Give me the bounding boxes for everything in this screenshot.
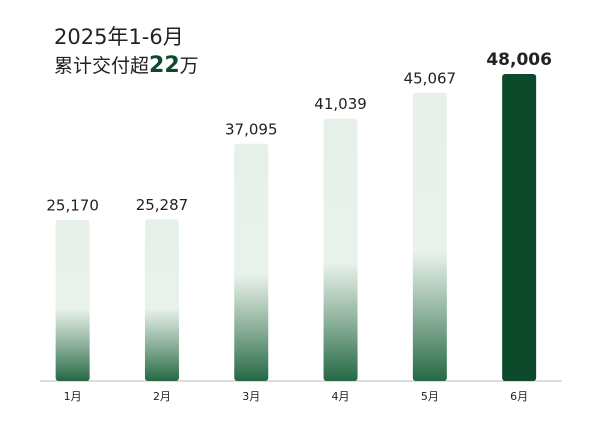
- value-label: 25,287: [136, 196, 189, 214]
- value-label: 41,039: [314, 95, 367, 113]
- x-tick-label: 6月: [510, 390, 528, 403]
- bar: [234, 143, 269, 381]
- chart-title: 2025年1-6月: [54, 25, 184, 49]
- subtitle-highlight: 22: [149, 53, 180, 78]
- bar: [144, 219, 179, 381]
- bar: [412, 92, 447, 381]
- bar: [55, 220, 90, 381]
- x-tick-label: 5月: [421, 390, 439, 403]
- x-tick-label: 4月: [332, 390, 350, 403]
- chart-subtitle: 累计交付超22万: [54, 53, 199, 78]
- value-label: 45,067: [404, 69, 457, 87]
- subtitle-text: 累计交付超: [54, 55, 149, 77]
- x-tick-label: 2月: [153, 390, 171, 403]
- subtitle-text: 万: [180, 55, 199, 77]
- value-label: 25,170: [46, 197, 99, 215]
- x-tick-label: 3月: [242, 390, 260, 403]
- value-label: 48,006: [486, 50, 552, 70]
- bar: [323, 118, 358, 381]
- x-tick-label: 1月: [64, 390, 82, 403]
- value-label: 37,095: [225, 120, 278, 138]
- bar: [502, 74, 537, 381]
